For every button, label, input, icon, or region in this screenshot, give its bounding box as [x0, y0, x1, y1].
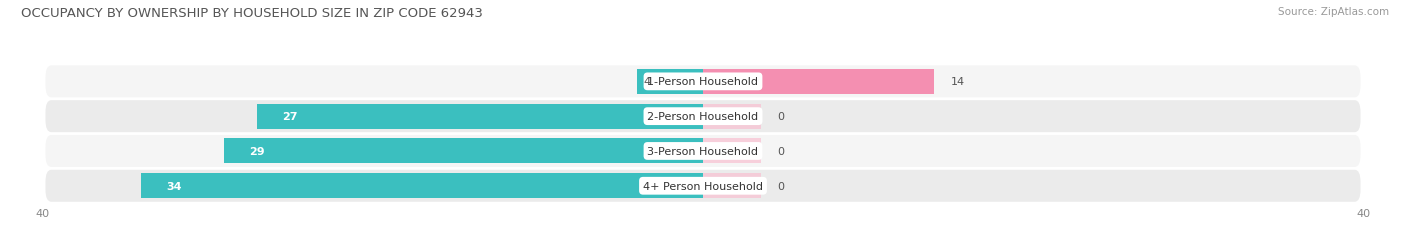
Text: 4: 4 [643, 77, 650, 87]
Text: 0: 0 [778, 146, 785, 156]
Bar [703, 70, 934, 94]
Bar [637, 70, 703, 94]
Text: 3-Person Household: 3-Person Household [648, 146, 758, 156]
Text: 4+ Person Household: 4+ Person Household [643, 181, 763, 191]
Text: 29: 29 [249, 146, 264, 156]
Bar [703, 139, 761, 164]
Bar [703, 173, 761, 198]
Text: 27: 27 [281, 112, 297, 122]
Text: OCCUPANCY BY OWNERSHIP BY HOUSEHOLD SIZE IN ZIP CODE 62943: OCCUPANCY BY OWNERSHIP BY HOUSEHOLD SIZE… [21, 7, 484, 20]
FancyBboxPatch shape [45, 135, 1361, 167]
Text: Source: ZipAtlas.com: Source: ZipAtlas.com [1278, 7, 1389, 17]
Text: 0: 0 [778, 112, 785, 122]
Bar [257, 104, 703, 129]
Text: 1-Person Household: 1-Person Household [648, 77, 758, 87]
FancyBboxPatch shape [45, 101, 1361, 133]
Text: 34: 34 [166, 181, 181, 191]
FancyBboxPatch shape [45, 170, 1361, 202]
Bar [703, 104, 761, 129]
Text: 2-Person Household: 2-Person Household [647, 112, 759, 122]
Text: 0: 0 [778, 181, 785, 191]
Bar [141, 173, 703, 198]
Text: 14: 14 [950, 77, 965, 87]
FancyBboxPatch shape [45, 66, 1361, 98]
Bar [224, 139, 703, 164]
